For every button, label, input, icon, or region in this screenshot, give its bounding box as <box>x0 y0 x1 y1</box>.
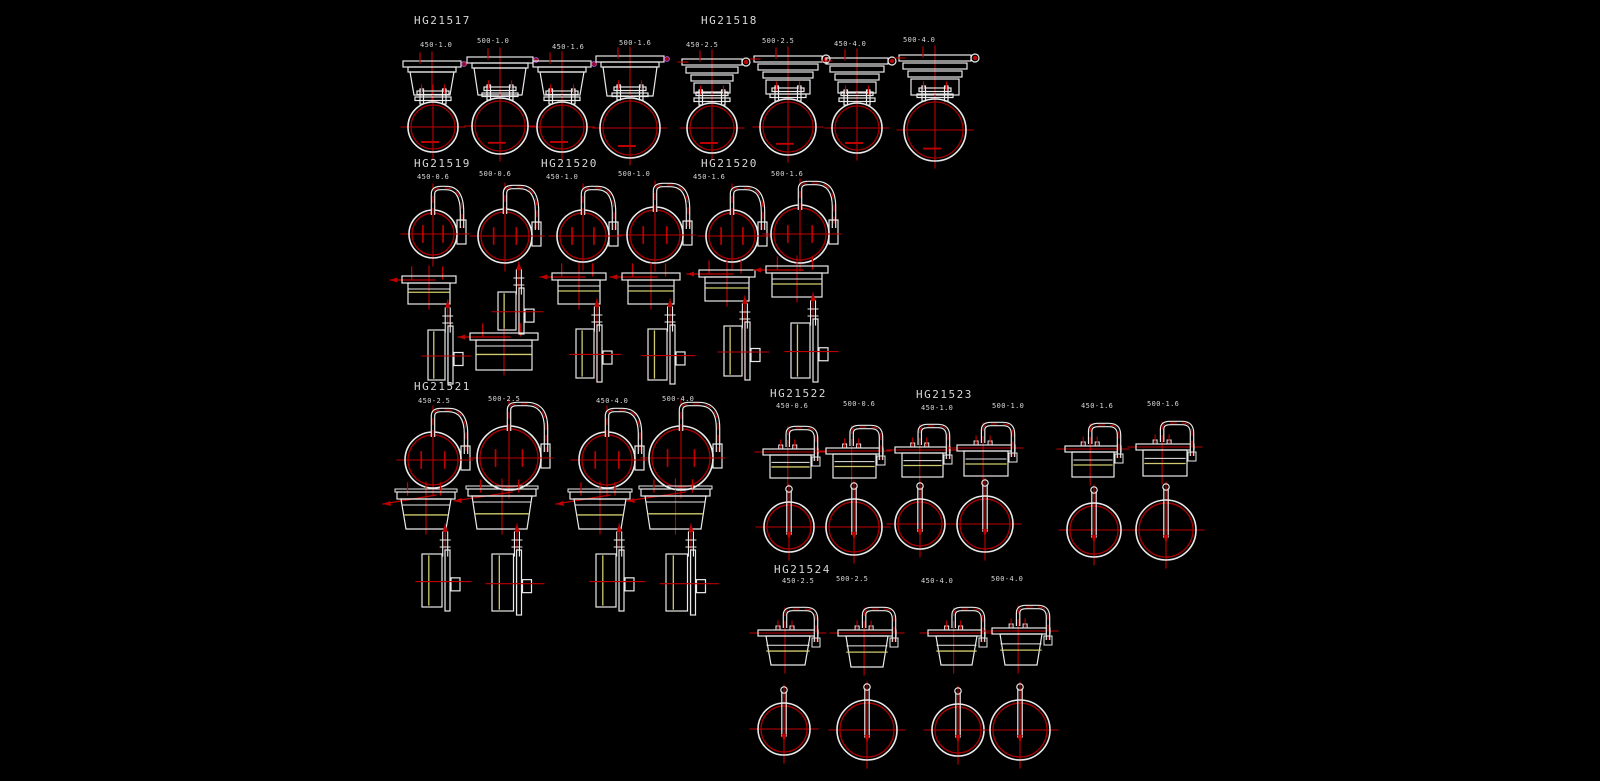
hg21523-450-1.0[interactable] <box>886 423 959 558</box>
hg21518-450-4.0[interactable] <box>821 48 897 161</box>
hg21517-500-1.0[interactable] <box>464 47 539 162</box>
hg21520-500-1.6[interactable] <box>753 178 842 383</box>
hg21523-500-1.6[interactable] <box>1127 420 1205 569</box>
hg21520-450-1.6[interactable] <box>686 183 771 381</box>
hg21520-450-1.0[interactable] <box>539 183 622 383</box>
hg21524-450-2.5[interactable] <box>749 606 827 764</box>
hg21520-500-1.0[interactable] <box>609 180 696 385</box>
hg21522-500-0.6[interactable] <box>817 424 892 564</box>
hg21521-500-4.0[interactable] <box>626 399 726 616</box>
hg21518-500-2.5[interactable] <box>749 46 831 163</box>
hg21524-500-4.0[interactable] <box>981 604 1059 769</box>
hg21517-450-1.0[interactable] <box>400 51 467 160</box>
hg21521-500-2.5[interactable] <box>453 399 554 616</box>
hg21524-500-2.5[interactable] <box>828 606 906 769</box>
hg21521-450-4.0[interactable] <box>555 405 648 612</box>
hg21523-500-1.0[interactable] <box>948 421 1024 561</box>
hg21518-450-2.5[interactable] <box>677 49 751 161</box>
hg21522-450-0.6[interactable] <box>754 425 827 561</box>
hg21521-450-2.5[interactable] <box>382 405 474 612</box>
hg21519-500-0.6[interactable] <box>457 182 545 376</box>
hg21524-450-4.0[interactable] <box>919 606 994 765</box>
hg21519-450-0.6[interactable] <box>389 183 472 385</box>
hg21518-500-4.0[interactable] <box>894 45 980 169</box>
hg21517-450-1.6[interactable] <box>529 51 597 160</box>
hg21523-450-1.6[interactable] <box>1056 422 1130 566</box>
hg21517-500-1.6[interactable] <box>592 46 670 166</box>
